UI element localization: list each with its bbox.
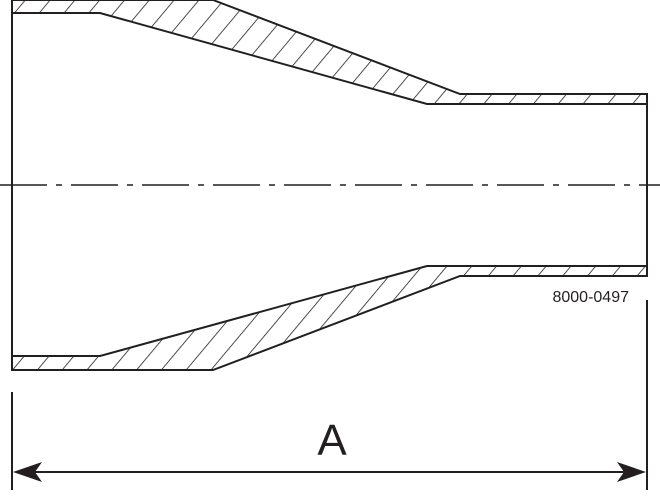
dimension-label: A — [317, 416, 347, 465]
top-wall-section — [11, 0, 648, 105]
part-number: 8000-0497 — [552, 289, 629, 306]
bottom-wall-section — [11, 265, 648, 371]
arrow-left-icon — [13, 462, 42, 482]
arrow-right-icon — [617, 462, 646, 482]
